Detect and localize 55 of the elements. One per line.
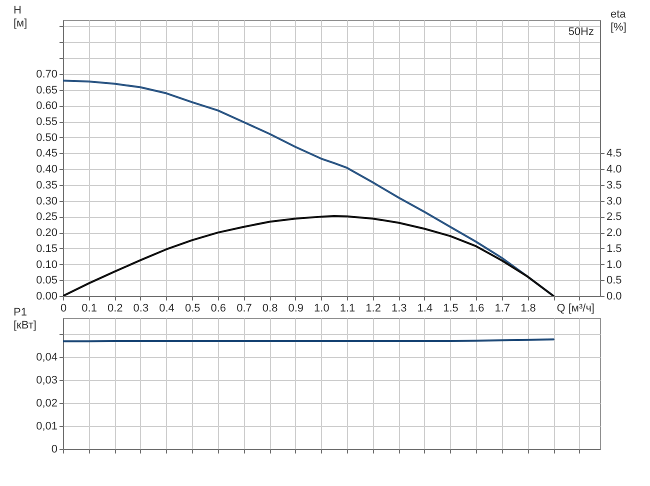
y2-tick-label: 2.5 [606, 211, 622, 224]
x-tick-label: 0.6 [210, 302, 226, 314]
x-tick-label: 1.4 [417, 302, 433, 314]
x-tick-label: 0.5 [184, 302, 200, 314]
y-tick-label: 0.30 [36, 195, 58, 208]
y-axis-title: P1 [кВт] [14, 306, 36, 332]
x-axis-title: Q [м³/ч] [556, 302, 594, 314]
y2-axis-title: eta [%] [610, 8, 627, 34]
y-tick-label: 0.60 [36, 100, 58, 112]
y2-tick-label: 2.0 [606, 227, 622, 240]
y-tick-label: 0.40 [36, 164, 58, 176]
x-tick-label: 1.5 [443, 302, 458, 314]
y2-tick-label: 1.0 [606, 258, 622, 271]
y-tick-label: 0,04 [36, 352, 58, 364]
line-series [63, 215, 555, 296]
x-tick-label: 0.1 [82, 302, 97, 314]
y2-tick-label: 0.0 [606, 290, 622, 302]
x-tick-label: 1.6 [468, 302, 484, 314]
x-tick-label: 1.2 [366, 302, 381, 314]
x-tick-label: 1.3 [391, 302, 407, 314]
x-tick-label: 0.2 [107, 302, 123, 314]
x-tick-label: 0.7 [236, 302, 252, 314]
x-tick-label: 0 [60, 302, 67, 314]
y-tick-label: 0,01 [36, 420, 58, 433]
y2-tick-label: 3.0 [606, 195, 622, 208]
y-tick-label: 0.35 [36, 179, 58, 192]
y-axis-title: H [м] [14, 4, 28, 30]
x-tick-label: 0.8 [262, 302, 278, 314]
y-tick-label: 0.10 [36, 258, 58, 271]
y2-tick-label: 4.5 [606, 148, 622, 160]
y-tick-label: 0.20 [36, 227, 58, 240]
y-tick-label: 0,03 [36, 374, 58, 387]
y-tick-label: 0.15 [36, 242, 58, 255]
y-tick-label: 0,02 [36, 398, 58, 410]
y2-tick-label: 1.5 [606, 242, 622, 255]
y-tick-label: 0.70 [36, 68, 58, 80]
y-tick-label: 0.45 [36, 148, 58, 160]
y-tick-label: 0 [51, 444, 58, 456]
x-tick-label: 0.4 [159, 302, 174, 314]
y-tick-label: 0.55 [36, 116, 58, 128]
y2-tick-label: 3.5 [606, 179, 622, 192]
y-tick-label: 0.00 [36, 290, 58, 302]
y-tick-label: 0.25 [36, 211, 58, 224]
x-tick-label: 1.1 [340, 302, 356, 314]
y-tick-label: 0.50 [36, 132, 58, 144]
y2-tick-label: 0.5 [606, 274, 622, 287]
y-tick-label: 0.05 [36, 274, 58, 287]
x-tick-label: 0.9 [288, 302, 304, 314]
x-tick-label: 0.3 [133, 302, 149, 314]
y2-tick-label: 4.0 [606, 164, 622, 176]
y-tick-label: 0.65 [36, 84, 58, 96]
annotation: 50Hz [568, 26, 594, 38]
x-tick-label: 1.7 [494, 302, 510, 314]
x-tick-label: 1.8 [520, 302, 536, 314]
x-tick-label: 1.0 [314, 302, 330, 314]
